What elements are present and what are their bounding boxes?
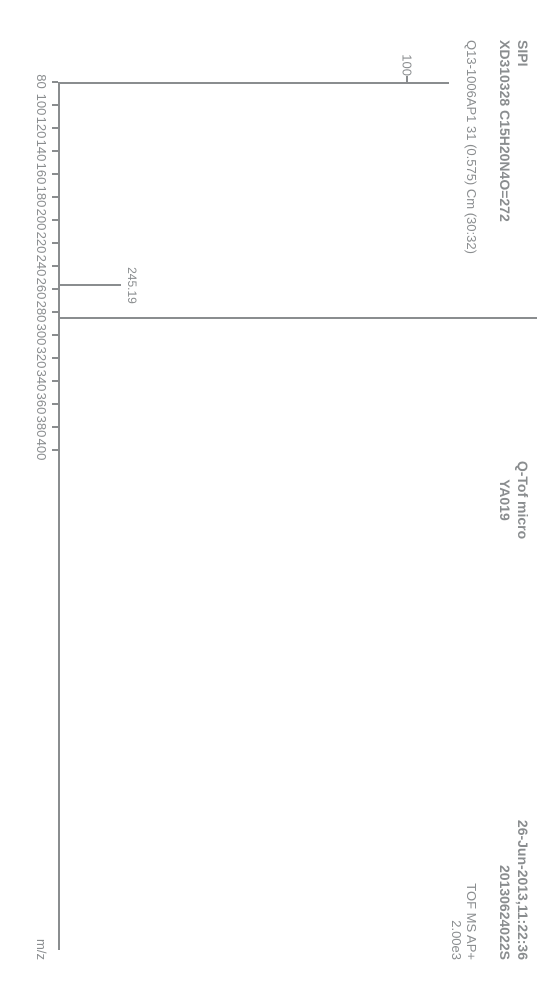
spectrum-plot: 273.19245.19 [58,82,449,950]
instrument-mode: TOF MS AP+ [464,883,479,960]
x-tick-label: 340 [34,370,49,392]
x-tick-mark [52,403,58,405]
peak-label: 245.19 [125,267,139,304]
x-tick-label: 140 [34,140,49,162]
x-tick-mark [52,334,58,336]
rotated-page: SIPI Q-Tof micro 26-Jun-2013,11:22:36 XD… [0,0,537,1000]
x-tick-mark [52,311,58,313]
intensity-scale: 2.00e3 [449,883,464,960]
peak-bar [60,317,537,319]
x-tick-mark [52,288,58,290]
x-tick-label: 380 [34,416,49,438]
peak-bar [60,284,121,286]
x-tick-mark [52,426,58,428]
x-tick-label: 80 [34,74,49,88]
x-axis-label: m/z [34,939,49,960]
header-center-line2: YA019 [496,479,514,521]
x-tick-label: 220 [34,232,49,254]
x-tick-label: 200 [34,209,49,231]
y-tick-label: 100 [400,48,415,76]
x-tick-mark [52,196,58,198]
x-tick-mark [52,265,58,267]
header-block: SIPI Q-Tof micro 26-Jun-2013,11:22:36 XD… [496,40,531,960]
x-tick-label: 260 [34,278,49,300]
header-right-line2: 20130624022S [496,865,514,960]
x-tick-label: 360 [34,393,49,415]
instrument-mode-block: TOF MS AP+ 2.00e3 [449,883,479,960]
x-tick-mark [52,449,58,451]
x-tick-label: 180 [34,186,49,208]
x-tick-label: 160 [34,163,49,185]
x-tick-mark [52,150,58,152]
x-tick-label: 320 [34,347,49,369]
x-tick-label: 300 [34,324,49,346]
x-tick-mark [52,173,58,175]
x-tick-label: 240 [34,255,49,277]
x-tick-mark [52,127,58,129]
x-tick-mark [52,219,58,221]
x-tick-label: 120 [34,117,49,139]
y-tick-mark [406,76,408,82]
plot-wrapper: 273.19245.19 0100% 801001201401601802002… [28,40,449,960]
header-center-line1: Q-Tof micro [514,461,532,539]
x-tick-mark [52,104,58,106]
header-left-line2: XD310328 C15H20N4O=272 [496,40,514,222]
header-right-line1: 26-Jun-2013,11:22:36 [514,820,532,960]
scan-info: Q13-1006AP1 31 (0.575) Cm (30:32) [464,40,479,254]
x-tick-label: 280 [34,301,49,323]
x-tick-mark [52,81,58,83]
x-tick-mark [52,357,58,359]
x-tick-mark [52,242,58,244]
x-tick-mark [52,380,58,382]
x-tick-label: 400 [34,439,49,461]
header-left-line1: SIPI [514,40,532,66]
x-tick-label: 100 [34,94,49,116]
